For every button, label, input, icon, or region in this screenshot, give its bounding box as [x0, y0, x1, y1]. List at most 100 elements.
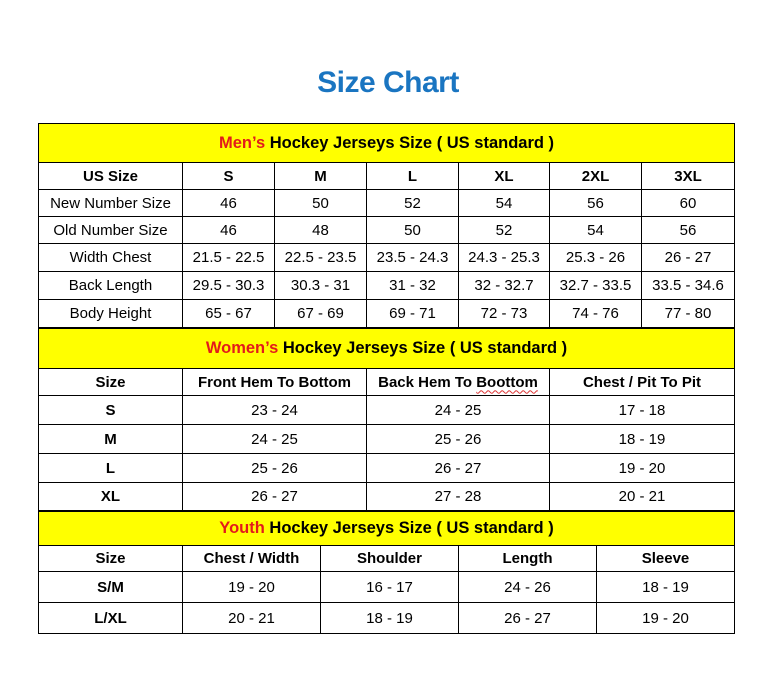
column-header: Chest / Width — [182, 545, 321, 572]
row-label: Body Height — [38, 299, 183, 328]
table-cell: 24 - 26 — [458, 571, 597, 603]
table-cell: 16 - 17 — [320, 571, 459, 603]
table-cell: 50 — [274, 189, 367, 217]
table-cell: 20 - 21 — [548, 482, 736, 511]
table-cell: 65 - 67 — [182, 299, 275, 328]
youth-section-title-rest: Hockey Jerseys Size ( US standard ) — [264, 519, 554, 537]
row-label: Width Chest — [38, 243, 183, 272]
table-row: Width Chest 21.5 - 22.5 22.5 - 23.5 23.5 - … — [38, 243, 736, 272]
row-label: M — [38, 424, 183, 454]
table-cell: 31 - 32 — [366, 271, 459, 300]
womens-size-table: Women’s Hockey Jerseys Size ( US standar… — [37, 328, 736, 511]
table-cell: 77 - 80 — [640, 299, 736, 328]
column-header: Shoulder — [320, 545, 459, 572]
column-header-label: 2XL — [581, 167, 610, 185]
table-row: Old Number Size 46 48 50 52 54 56 — [38, 216, 736, 244]
column-header: Chest / Pit To Pit — [548, 368, 736, 396]
table-cell: 72 - 73 — [458, 299, 550, 328]
table-row: Back Length 29.5 - 30.3 30.3 - 31 31 - 32 32… — [38, 271, 736, 300]
row-label: S/M — [38, 571, 183, 603]
women-section-accent: Women’s — [205, 339, 279, 357]
row-label: S — [38, 395, 183, 425]
table-cell: 19 - 20 — [595, 602, 736, 634]
size-chart: Men’s Hockey Jerseys Size ( US standard … — [37, 123, 736, 634]
column-header-label: Chest / Pit To Pit — [582, 373, 702, 391]
table-cell: 48 — [274, 216, 367, 244]
column-header-label: 3XL — [674, 167, 702, 185]
row-label: L — [38, 453, 183, 483]
table-cell: 56 — [640, 216, 736, 244]
youth-section-title: Youth Hockey Jerseys Size ( US standard … — [37, 511, 736, 546]
men-banner-row: Men’s Hockey Jerseys Size ( US standard … — [37, 123, 736, 163]
table-cell: 26 - 27 — [458, 602, 597, 634]
table-cell: 69 - 71 — [366, 299, 459, 328]
column-header-label: Sleeve — [641, 550, 690, 567]
table-header-row: US Size S M L XL 2XL 3XL — [38, 162, 736, 190]
column-header-label: Length — [502, 550, 553, 567]
women-banner-row: Women’s Hockey Jerseys Size ( US standar… — [37, 328, 736, 369]
table-row: S 23 - 24 24 - 25 17 - 18 — [38, 395, 736, 425]
table-cell: 24 - 25 — [182, 424, 367, 454]
column-header-label: Chest / Width — [203, 550, 300, 567]
table-cell: 46 — [182, 189, 275, 217]
table-cell: 32.7 - 33.5 — [549, 271, 642, 300]
table-cell: 23 - 24 — [182, 395, 367, 425]
column-header-label: S — [223, 167, 234, 185]
table-cell: 20 - 21 — [182, 602, 321, 634]
table-cell: 33.5 - 34.6 — [640, 271, 736, 300]
column-header: Front Hem To Bottom — [182, 368, 367, 396]
table-cell: 25 - 26 — [182, 453, 367, 483]
table-row: S/M 19 - 20 16 - 17 24 - 26 18 - 19 — [38, 571, 736, 603]
table-cell: 26 - 27 — [366, 453, 550, 483]
column-header: S — [182, 162, 275, 190]
table-cell: 19 - 20 — [548, 453, 736, 483]
column-header-label: Size — [95, 550, 126, 567]
table-header-row: Size Chest / Width Shoulder Length Sleeve — [38, 545, 736, 572]
column-header: 2XL — [549, 162, 642, 190]
page-title: Size Chart — [317, 66, 459, 99]
table-cell: 46 — [182, 216, 275, 244]
column-header-label: Shoulder — [356, 550, 422, 567]
table-cell: 74 - 76 — [549, 299, 642, 328]
column-header: Size — [38, 368, 183, 396]
table-cell: 17 - 18 — [548, 395, 736, 425]
column-header-label: M — [314, 167, 327, 185]
table-row: M 24 - 25 25 - 26 18 - 19 — [38, 424, 736, 454]
table-cell: 18 - 19 — [595, 571, 736, 603]
table-cell: 50 — [366, 216, 459, 244]
table-cell: 24 - 25 — [366, 395, 550, 425]
table-cell: 29.5 - 30.3 — [182, 271, 275, 300]
column-header-label: Front Hem To Bottom — [197, 373, 352, 391]
table-cell: 25.3 - 26 — [549, 243, 642, 272]
table-cell: 26 - 27 — [182, 482, 367, 511]
row-label: New Number Size — [38, 189, 183, 217]
men-section-title: Men’s Hockey Jerseys Size ( US standard … — [37, 123, 736, 163]
column-header: Size — [38, 545, 183, 572]
table-cell: 52 — [458, 216, 550, 244]
row-label: Old Number Size — [38, 216, 183, 244]
table-cell: 24.3 - 25.3 — [458, 243, 550, 272]
table-cell: 27 - 28 — [366, 482, 550, 511]
table-row: L 25 - 26 26 - 27 19 - 20 — [38, 453, 736, 483]
column-header-label: US Size — [82, 167, 139, 185]
table-cell: 18 - 19 — [548, 424, 736, 454]
men-section-accent: Men’s — [219, 133, 266, 152]
column-header-label: XL — [494, 167, 514, 185]
column-header: US Size — [38, 162, 183, 190]
column-header: XL — [458, 162, 550, 190]
table-row: Body Height 65 - 67 67 - 69 69 - 71 72 - 73 7… — [38, 299, 736, 328]
table-cell: 23.5 - 24.3 — [366, 243, 459, 272]
table-cell: 67 - 69 — [274, 299, 367, 328]
column-header: Back Hem To Boottom — [366, 368, 550, 396]
mens-size-table: Men’s Hockey Jerseys Size ( US standard … — [37, 123, 736, 328]
table-cell: 19 - 20 — [182, 571, 321, 603]
table-cell: 26 - 27 — [640, 243, 736, 272]
women-section-title: Women’s Hockey Jerseys Size ( US standar… — [37, 328, 736, 369]
table-cell: 60 — [640, 189, 736, 217]
spellcheck-underline: Boottom — [476, 373, 538, 391]
column-header-label: Size — [95, 373, 126, 391]
column-header: 3XL — [640, 162, 736, 190]
table-cell: 52 — [366, 189, 459, 217]
youth-section-accent: Youth — [219, 519, 265, 537]
column-header: Length — [458, 545, 597, 572]
